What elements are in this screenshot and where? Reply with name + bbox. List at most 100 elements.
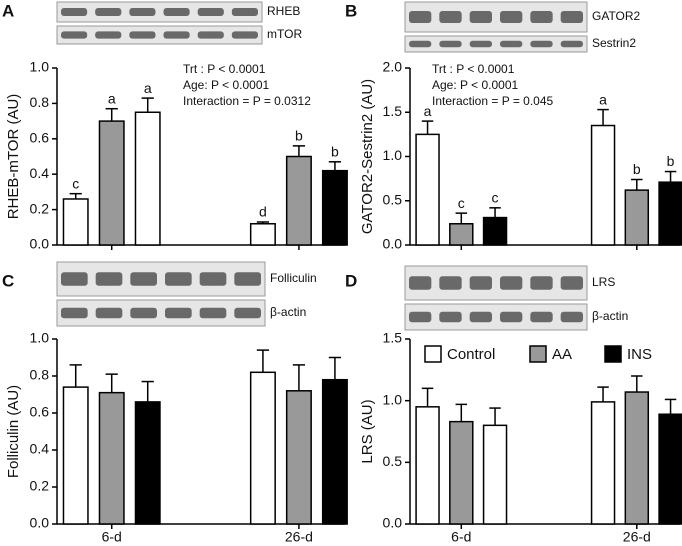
blot-band: [530, 311, 553, 323]
blot-band: [197, 8, 224, 16]
significance-letter: c: [458, 195, 465, 211]
legend-label: AA: [552, 346, 572, 363]
y-tick-label: 0.0: [383, 236, 403, 252]
annotation: Age: P < 0.0001: [183, 78, 270, 92]
y-axis-label: Folliculin (AU): [5, 385, 22, 478]
annotation: Trt : P < 0.0001: [432, 62, 515, 76]
bar: [249, 223, 276, 246]
blot-band: [95, 272, 123, 286]
bar: [62, 386, 89, 525]
blot-band: [163, 31, 190, 39]
blot-band: [409, 311, 432, 323]
bar: [590, 124, 616, 246]
bar: [285, 390, 312, 525]
legend-swatch: [604, 345, 622, 363]
legend-swatch: [424, 345, 442, 363]
blot-label: GATOR2: [592, 9, 641, 23]
y-tick-label: 1.5: [383, 103, 403, 119]
significance-letter: a: [108, 90, 116, 106]
blot-image: [404, 35, 588, 53]
annotation: Interaction = P = 0.045: [432, 94, 554, 108]
blot-band: [439, 40, 462, 48]
y-tick-label: 1.0: [383, 147, 403, 163]
blot-label: mTOR: [267, 27, 302, 41]
y-tick-label: 2.0: [383, 59, 403, 75]
significance-letter: b: [633, 161, 641, 177]
blot-band: [560, 276, 583, 290]
bar: [249, 371, 276, 525]
blot-band: [560, 11, 583, 23]
blot-band: [231, 31, 258, 39]
blot-label: Sestrin2: [592, 36, 636, 50]
y-tick-label: 0.2: [30, 200, 50, 216]
blot-band: [234, 307, 261, 319]
y-axis-label: LRS (AU): [359, 399, 376, 463]
blot-label: Folliculin: [270, 271, 317, 285]
bar: [415, 133, 440, 246]
y-tick-label: 0.2: [30, 478, 50, 494]
y-tick-label: 1.0: [30, 59, 50, 75]
blot-label: β-actin: [270, 305, 306, 319]
y-tick-label: 0.0: [383, 515, 403, 531]
blot-band: [500, 40, 523, 48]
y-tick-label: 0.4: [30, 441, 50, 457]
x-tick-label: 26-d: [623, 529, 651, 545]
blot-band: [560, 311, 583, 323]
blot-band: [560, 40, 583, 48]
significance-letter: a: [599, 91, 607, 107]
annotation: Trt : P < 0.0001: [183, 62, 266, 76]
y-tick-label: 1.5: [383, 330, 403, 346]
bar: [285, 155, 312, 246]
y-tick-label: 0.5: [383, 191, 403, 207]
blot-band: [61, 272, 88, 286]
annotation: Interaction = P = 0.0312: [183, 94, 311, 108]
significance-letter: a: [424, 103, 432, 119]
blot-band: [439, 311, 462, 323]
blot-band: [469, 276, 492, 290]
bar: [415, 406, 440, 525]
x-tick-label: 6-d: [451, 529, 471, 545]
legend-label: Control: [447, 346, 495, 363]
bar: [590, 401, 616, 525]
blot-band: [409, 276, 432, 290]
y-tick-label: 0.0: [30, 236, 50, 252]
blot-band: [439, 276, 462, 290]
blot-band: [129, 8, 156, 16]
significance-letter: c: [492, 190, 499, 206]
significance-letter: b: [295, 128, 303, 144]
blot-band: [165, 272, 192, 286]
bar: [449, 223, 474, 246]
blot-band: [199, 307, 227, 319]
y-axis-label: RHEB-mTOR (AU): [5, 94, 22, 220]
blot-band: [163, 8, 190, 16]
blot-image: [56, 25, 263, 45]
legend-label: INS: [627, 346, 652, 363]
bar: [62, 198, 89, 246]
significance-letter: b: [667, 153, 675, 169]
bar: [624, 391, 650, 525]
blot-band: [95, 307, 123, 319]
blot-band: [530, 40, 553, 48]
significance-letter: c: [72, 175, 79, 191]
y-tick-label: 0.8: [30, 94, 50, 110]
bar: [449, 420, 474, 525]
bar: [134, 401, 161, 525]
blot-image: [404, 303, 588, 331]
y-axis-label: GATOR2-Sestrin2 (AU): [359, 79, 376, 234]
blot-band: [231, 8, 258, 16]
blot-band: [469, 311, 492, 323]
panel-label: A: [2, 1, 14, 20]
bar: [658, 413, 682, 525]
blot-band: [95, 8, 122, 16]
blot-image: [404, 265, 588, 301]
bar: [624, 189, 650, 246]
blot-band: [197, 31, 224, 39]
blot-band: [500, 311, 523, 323]
blot-band: [130, 272, 157, 286]
blot-band: [469, 11, 492, 23]
x-tick-label: 26-d: [285, 529, 313, 545]
legend-swatch: [529, 345, 547, 363]
blot-image: [56, 1, 263, 23]
bar: [98, 120, 125, 246]
